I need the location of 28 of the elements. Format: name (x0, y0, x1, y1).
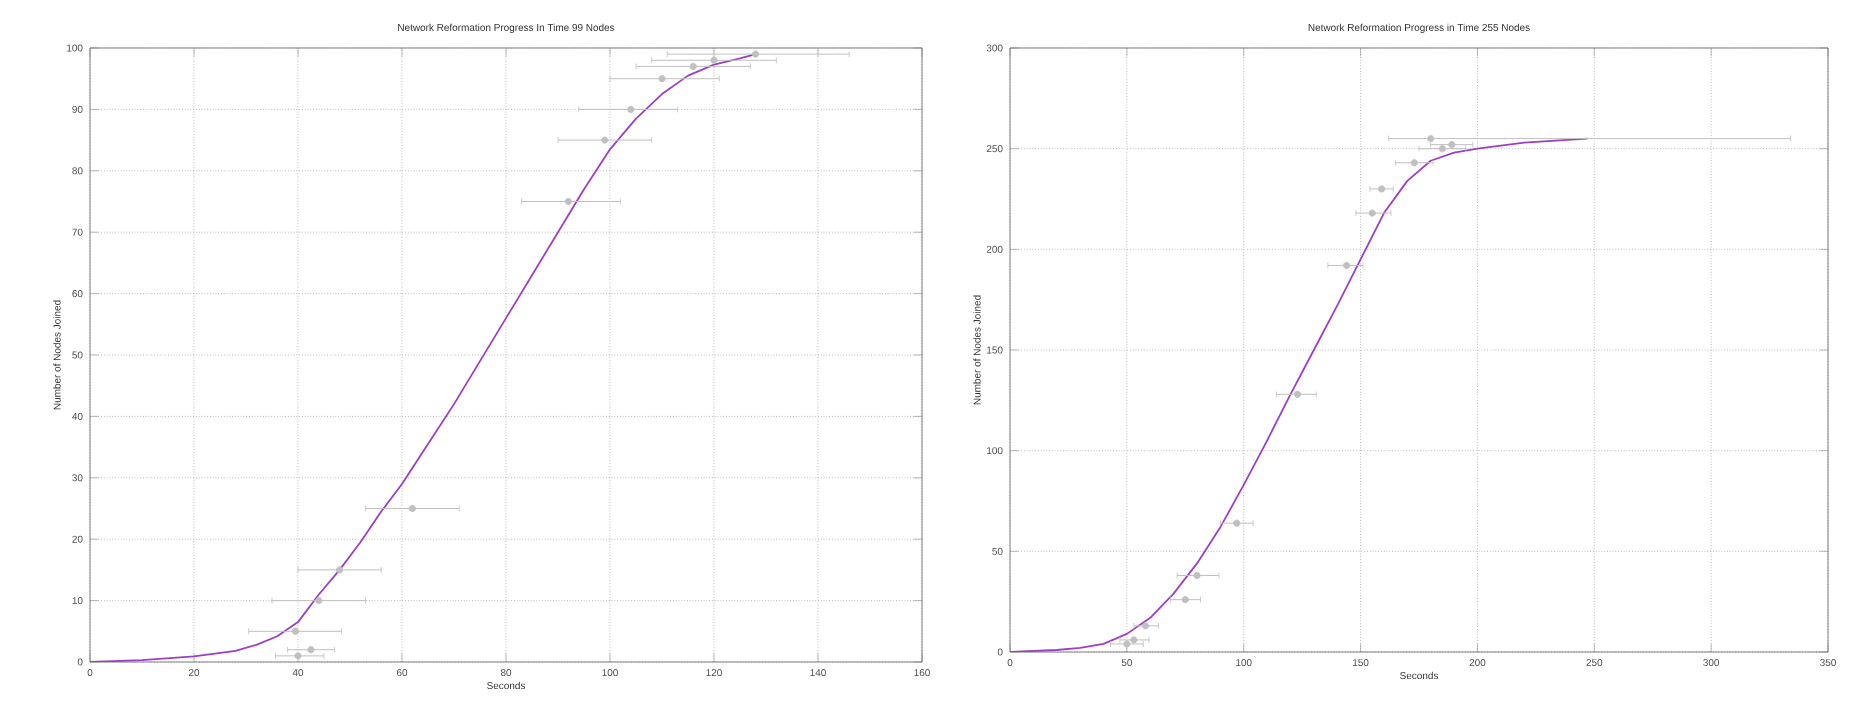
point (1427, 135, 1435, 143)
point (658, 75, 666, 83)
point (752, 50, 760, 58)
point (710, 56, 718, 64)
point (601, 136, 609, 144)
point (1438, 145, 1446, 153)
point (564, 197, 572, 206)
point (1233, 519, 1241, 527)
point (1410, 159, 1418, 167)
point (294, 652, 302, 660)
point (291, 627, 299, 635)
point (315, 597, 323, 605)
point (1378, 185, 1386, 193)
point (307, 646, 315, 654)
point (1368, 209, 1376, 217)
point (408, 504, 416, 513)
point (1342, 261, 1351, 270)
point (627, 105, 635, 113)
point (1193, 571, 1201, 580)
point (336, 566, 344, 574)
line-series (90, 53, 757, 662)
point (1130, 636, 1138, 644)
point (1181, 596, 1189, 604)
point (1448, 141, 1456, 149)
point (1293, 390, 1302, 398)
point (1141, 622, 1150, 630)
line-series (1010, 137, 1589, 652)
point (689, 62, 697, 70)
